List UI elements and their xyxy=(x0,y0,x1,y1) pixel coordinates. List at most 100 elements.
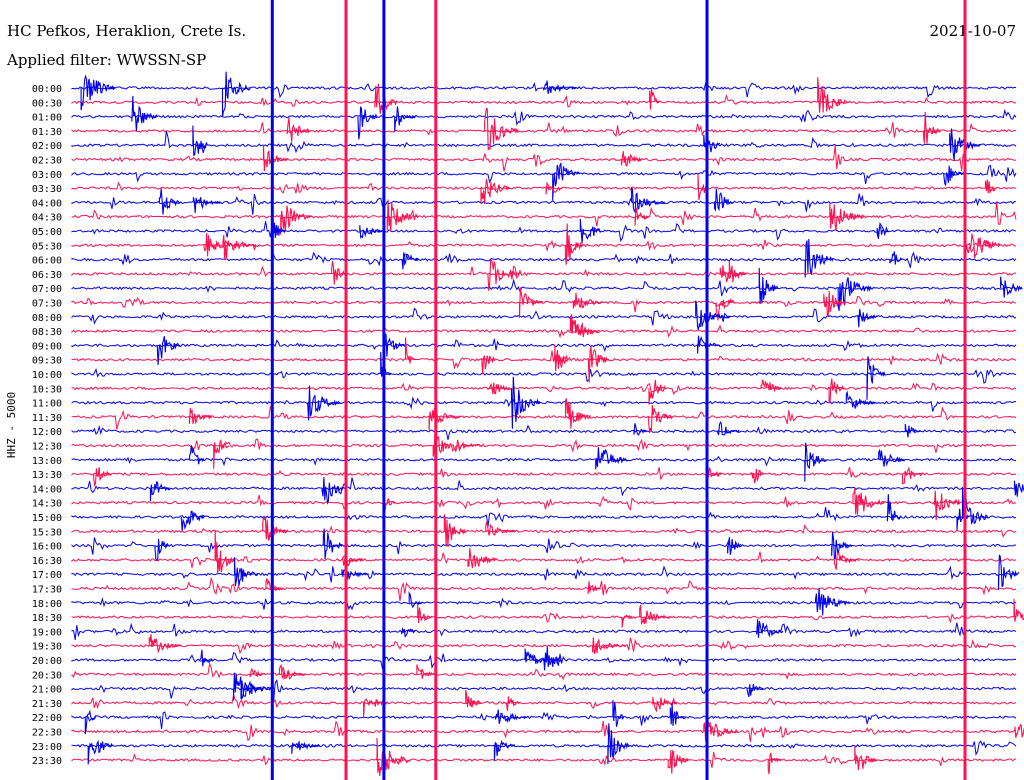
time-label: 04:00 xyxy=(32,198,62,209)
time-label: 12:30 xyxy=(32,442,62,453)
event-wavelet xyxy=(524,648,547,665)
event-wavelet xyxy=(876,224,889,237)
trace-row xyxy=(71,523,1017,541)
event-wavelet xyxy=(510,376,541,429)
event-wavelet xyxy=(376,737,411,776)
event-wavelet xyxy=(767,752,782,775)
event-wavelet xyxy=(904,423,921,438)
event-wavelet xyxy=(158,188,181,215)
strong-event-line xyxy=(270,0,274,780)
event-wavelet xyxy=(357,106,378,140)
trace-row xyxy=(71,551,1017,568)
trace-row xyxy=(71,711,1017,730)
event-wavelet xyxy=(518,287,544,318)
time-label: 13:30 xyxy=(32,470,62,481)
time-label: 11:30 xyxy=(32,413,62,424)
time-label: 05:00 xyxy=(32,227,62,238)
time-label: 00:30 xyxy=(32,98,62,109)
event-wavelet xyxy=(93,467,113,488)
event-wavelet xyxy=(886,493,902,522)
event-wavelet xyxy=(213,438,230,469)
event-wavelet xyxy=(394,106,416,132)
event-wavelet xyxy=(649,88,660,110)
time-label: 01:30 xyxy=(32,127,62,138)
trace-row xyxy=(71,612,1017,624)
event-wavelet xyxy=(984,179,997,194)
event-wavelet xyxy=(222,234,257,261)
event-wavelet xyxy=(280,205,312,235)
trace-row xyxy=(71,396,1017,412)
event-wavelet xyxy=(265,578,284,592)
event-wavelet xyxy=(488,382,512,395)
event-wavelet xyxy=(487,259,522,291)
event-wavelet xyxy=(1000,276,1023,298)
station-title: HC Pefkos, Heraklion, Crete Is. xyxy=(7,22,247,40)
event-wavelet xyxy=(286,117,311,142)
event-wavelet xyxy=(829,203,864,231)
time-label: 18:30 xyxy=(32,613,62,624)
time-label: 03:00 xyxy=(32,170,62,181)
time-label: 23:30 xyxy=(32,756,62,767)
event-wavelet xyxy=(814,587,851,616)
event-wavelet xyxy=(291,741,320,754)
time-label: 07:30 xyxy=(32,299,62,310)
event-wavelet xyxy=(192,125,207,157)
time-label: 20:00 xyxy=(32,656,62,667)
trace-row xyxy=(71,108,1017,126)
trace-row xyxy=(71,637,1017,655)
event-wavelet xyxy=(240,680,275,700)
event-wavelet xyxy=(633,423,647,436)
event-wavelet xyxy=(495,709,528,724)
trace-row xyxy=(71,576,1017,602)
time-label: 07:00 xyxy=(32,284,62,295)
event-wavelet xyxy=(380,352,391,384)
trace-row xyxy=(71,507,1017,527)
event-wavelet xyxy=(866,356,886,400)
event-wavelet xyxy=(713,188,733,212)
time-label: 18:00 xyxy=(32,599,62,610)
event-wavelet xyxy=(728,260,747,283)
event-wavelet xyxy=(595,447,629,470)
event-wavelet xyxy=(552,162,581,201)
event-wavelet xyxy=(506,696,520,712)
trace-row xyxy=(71,145,1017,172)
event-wavelet xyxy=(667,749,689,774)
event-wavelet xyxy=(485,520,515,536)
event-wavelet xyxy=(131,95,158,132)
event-wavelet xyxy=(481,355,496,375)
event-wavelet xyxy=(572,292,604,309)
time-label: 02:30 xyxy=(32,156,62,167)
event-wavelet xyxy=(831,531,852,560)
trace-row xyxy=(71,424,1017,440)
time-label: 06:00 xyxy=(32,256,62,267)
event-wavelet xyxy=(652,697,678,713)
event-wavelet xyxy=(727,537,742,555)
time-label: 10:30 xyxy=(32,384,62,395)
event-wavelet xyxy=(719,265,742,284)
trace-row xyxy=(71,692,1017,710)
event-wavelet xyxy=(833,551,860,570)
event-wavelet xyxy=(543,80,577,95)
trace-row xyxy=(71,324,1017,339)
event-wavelet xyxy=(189,445,206,465)
event-wavelet xyxy=(180,510,206,532)
event-wavelet xyxy=(564,398,592,429)
event-wavelet xyxy=(760,379,782,393)
trace-row xyxy=(71,438,1016,453)
event-wavelet xyxy=(307,385,341,421)
event-wavelet xyxy=(262,516,289,541)
time-label: 09:30 xyxy=(32,356,62,367)
event-wavelet xyxy=(648,404,673,434)
date-label: 2021-10-07 xyxy=(929,22,1016,40)
trace-row xyxy=(71,251,1017,268)
event-wavelet xyxy=(607,723,630,765)
event-wavelet xyxy=(199,649,214,667)
trace-row xyxy=(71,565,1017,583)
trace-row xyxy=(71,382,1017,395)
trace-row xyxy=(71,221,1017,243)
event-wavelet xyxy=(451,439,482,453)
event-wavelet xyxy=(417,604,433,624)
event-wavelet xyxy=(571,314,600,338)
event-wavelet xyxy=(467,548,498,569)
event-wavelet xyxy=(922,111,941,144)
